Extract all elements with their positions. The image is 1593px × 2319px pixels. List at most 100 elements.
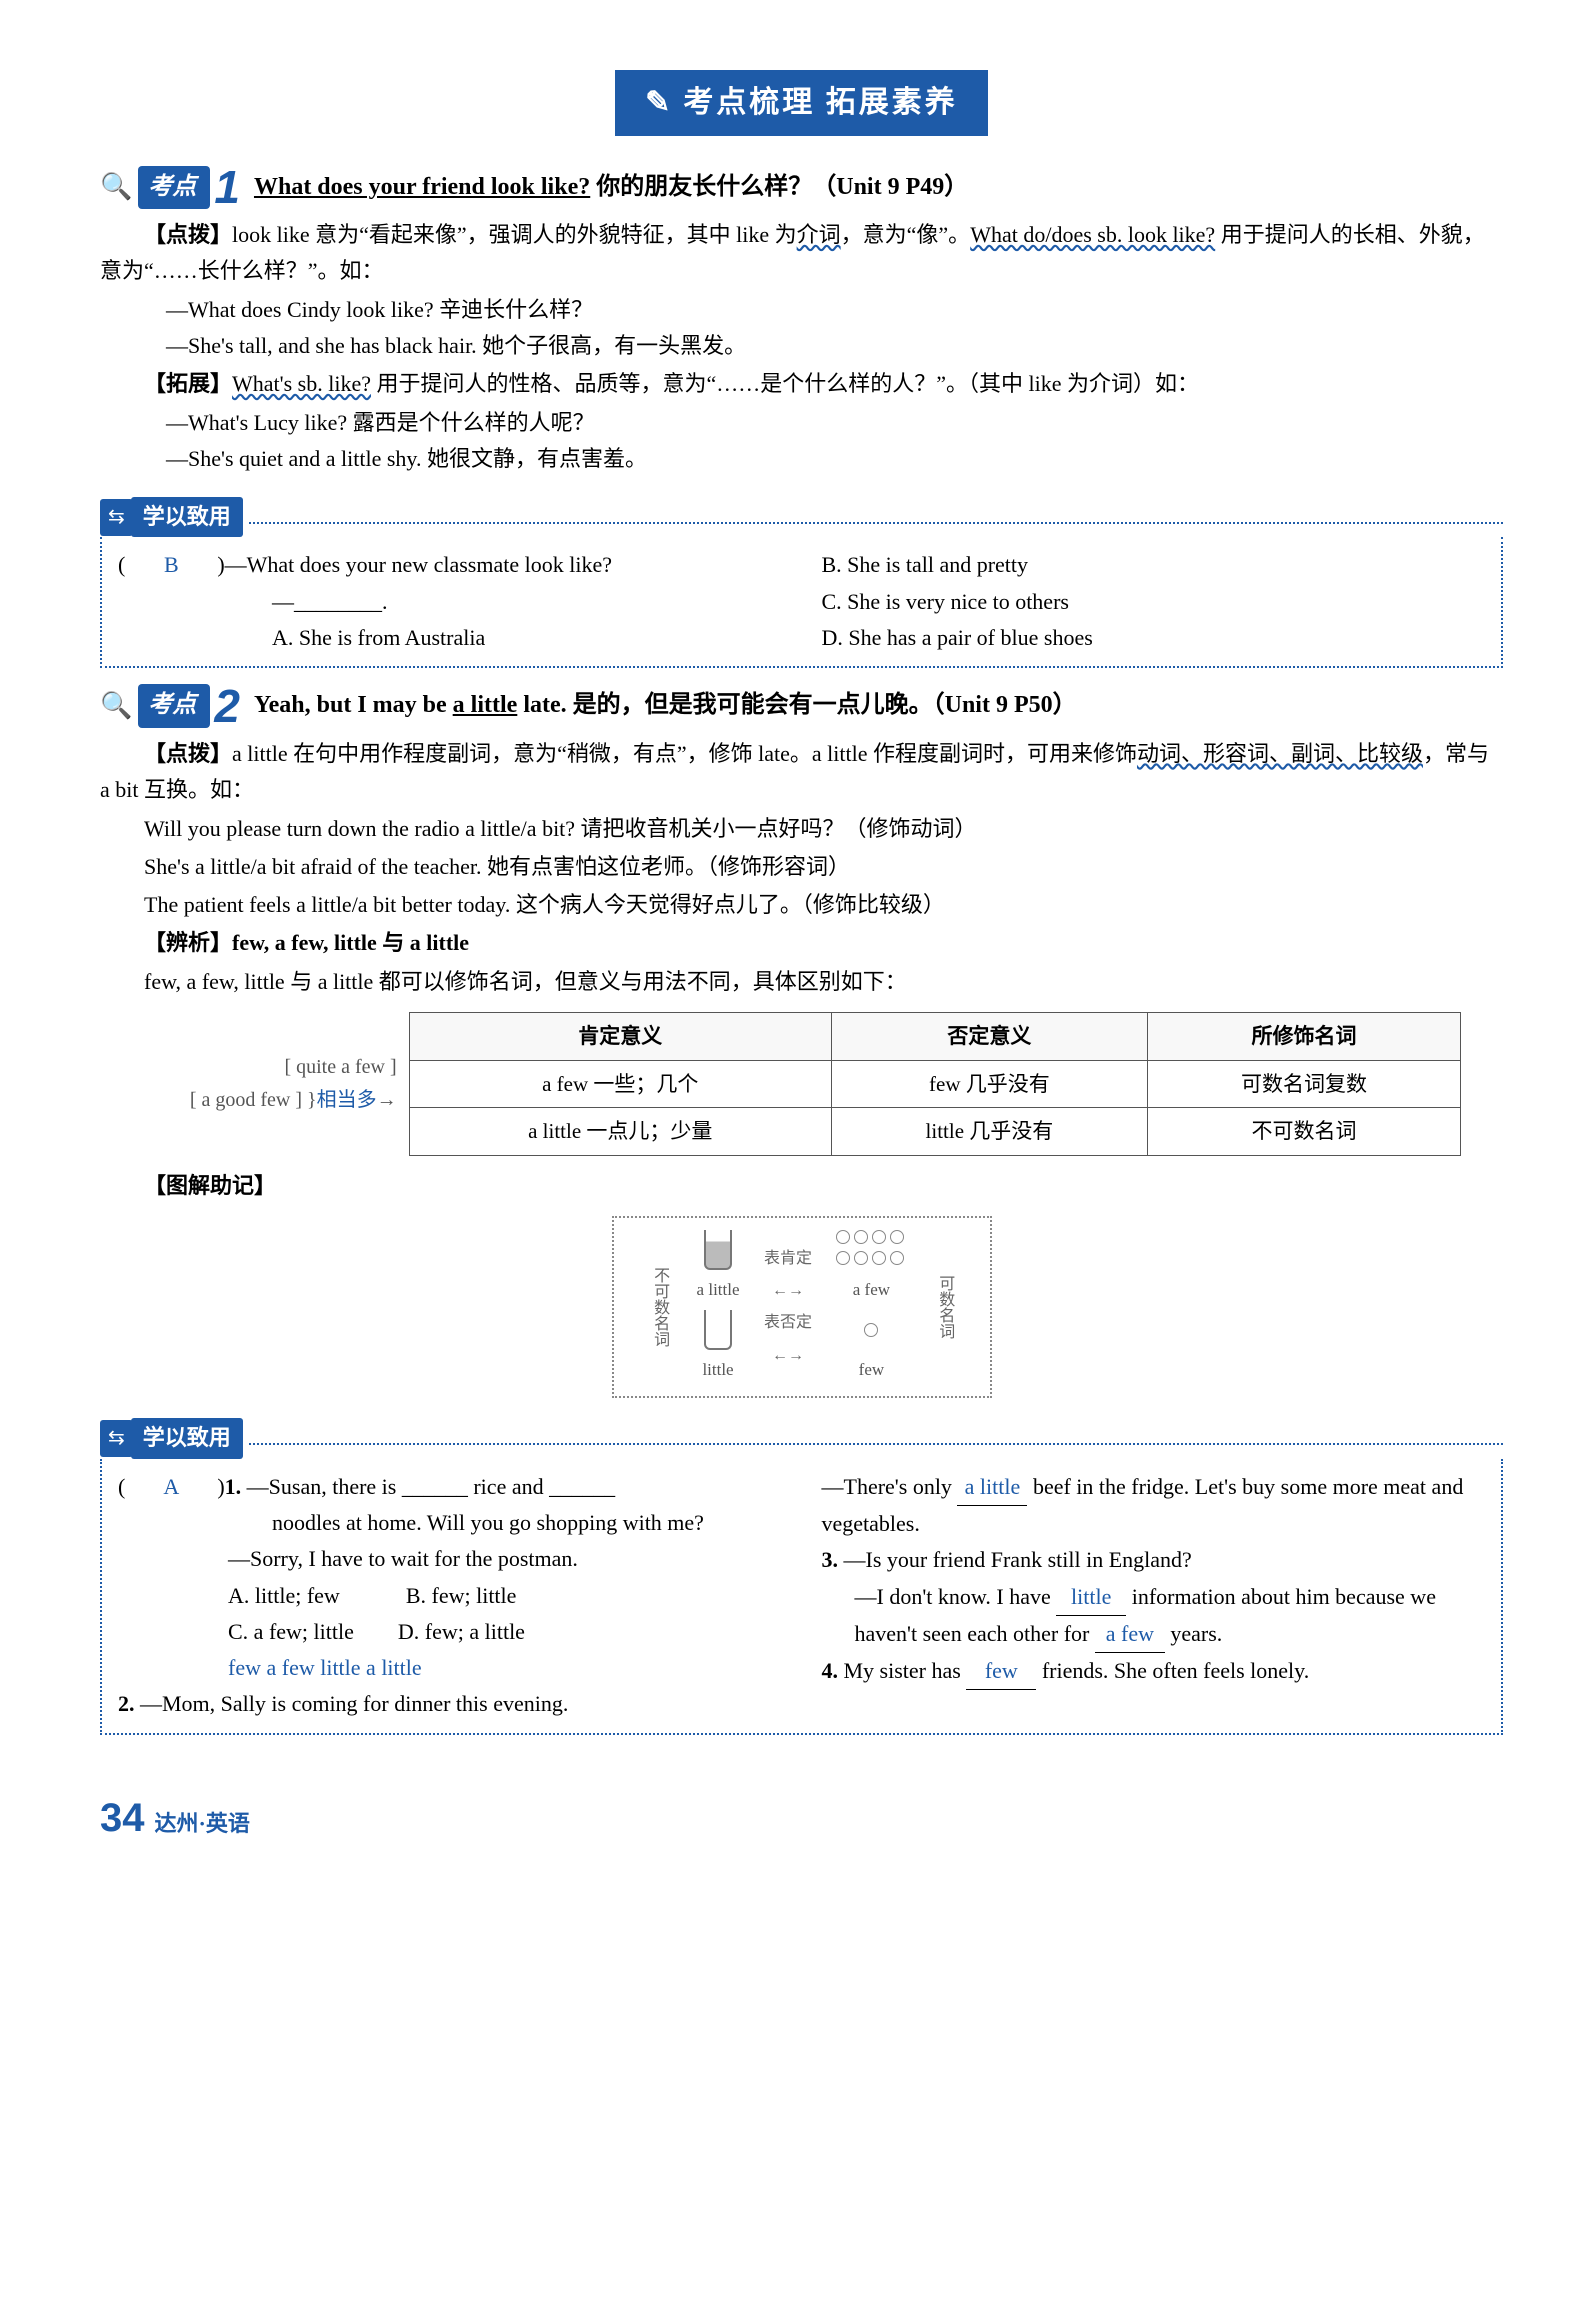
th: 肯定意义 [409, 1013, 831, 1061]
title-en2: late. [517, 692, 566, 718]
wavy-text: 介词 [797, 222, 841, 247]
question-3: 3. —Is your friend Frank still in Englan… [822, 1542, 1486, 1578]
question-4: 4. My sister has few friends. She often … [822, 1653, 1486, 1690]
example: —She's quiet and a little shy. 她很文静，有点害羞… [100, 441, 1503, 477]
dianbo-label: 【点拨】 [144, 741, 232, 766]
swap-icon: ⇆ [100, 1420, 133, 1457]
kaodian-badge: 考点 [138, 166, 210, 210]
q-num: 4. [822, 1658, 839, 1683]
title-cn: 你的朋友长什么样？（Unit 9 P49） [590, 174, 968, 200]
table-side-note: [ quite a few ][ a good few ] }相当多→ [100, 1051, 409, 1117]
diagram: 不可数名词 a little little 表肯定 ←→ 表否定 ←→ a fe… [612, 1216, 992, 1398]
wavy-text: What do/does sb. look like? [970, 222, 1215, 247]
label: a few [853, 1276, 890, 1304]
example: —What does Cindy look like? 辛迪长什么样？ [100, 292, 1503, 328]
glass-empty-icon [704, 1310, 732, 1350]
title-cn: 是的，但是我可能会有一点儿晚。（Unit 9 P50） [567, 692, 1077, 718]
practice-label: 学以致用 [131, 497, 243, 537]
arrow-label: 表否定 [764, 1310, 812, 1336]
kaodian-1: 🔍 考点 1 What does your friend look like? … [100, 166, 1503, 478]
glass-full-icon [704, 1230, 732, 1270]
kaodian-title: Yeah, but I may be a little late. 是的，但是我… [254, 686, 1077, 726]
example: The patient feels a little/a bit better … [100, 887, 1503, 923]
text: years. [1165, 1621, 1222, 1646]
footer-text: 达州·英语 [155, 1806, 250, 1842]
example: —What's Lucy like? 露西是个什么样的人呢？ [100, 405, 1503, 441]
option-a: A. She is from Australia [118, 620, 782, 656]
title-en: What does your friend look like? [254, 174, 590, 200]
apple-single-icon [864, 1323, 878, 1337]
td: a little 一点儿；少量 [409, 1108, 831, 1156]
q-text: —Is your friend Frank still in England? [844, 1547, 1192, 1572]
q-num: 1. [225, 1474, 242, 1499]
bianxi-label: 【辨析】few, a few, little 与 a little [100, 925, 1503, 961]
page-number: 34 [100, 1785, 145, 1851]
dianbo-label: 【点拨】 [144, 222, 232, 247]
vert-label-right: 可数名词 [931, 1275, 957, 1339]
title-underline: a little [453, 692, 518, 718]
arrow-label: 表肯定 [764, 1246, 812, 1272]
td: few 几乎没有 [831, 1060, 1147, 1108]
question: ( B )—What does your new classmate look … [118, 547, 782, 583]
grammar-table: 肯定意义 否定意义 所修饰名词 a few 一些；几个 few 几乎没有 可数名… [409, 1012, 1461, 1156]
practice-header-2: ⇆ 学以致用 [100, 1418, 1503, 1458]
swap-icon: ⇆ [100, 499, 133, 536]
text: ，意为“像”。 [841, 222, 971, 247]
practice-box-1: ( B )—What does your new classmate look … [100, 537, 1503, 668]
text: a little 在句中用作程度副词，意为“稍微，有点”，修饰 late。a l… [232, 741, 1137, 766]
dotted-divider [249, 510, 1503, 524]
answer-blank: a little [957, 1469, 1027, 1506]
option-c: C. She is very nice to others [822, 584, 1486, 620]
kaodian-badge: 考点 [138, 684, 210, 728]
option-b: B. She is tall and pretty [822, 547, 1486, 583]
q2-answer-line: —There's only a little beef in the fridg… [822, 1469, 1486, 1543]
td: a few 一些；几个 [409, 1060, 831, 1108]
answer-blank: little [1056, 1579, 1126, 1616]
text: friends. She often feels lonely. [1036, 1658, 1309, 1683]
question-blank: —________. [118, 584, 782, 620]
tuozhan-label: 【拓展】 [144, 371, 232, 396]
tujie-label: 【图解助记】 [100, 1168, 1503, 1204]
question-2: 2. —Mom, Sally is coming for dinner this… [118, 1686, 782, 1722]
options: C. a few; little D. few; a little [118, 1614, 782, 1650]
kaodian-number: 2 [214, 688, 240, 725]
handwritten: few a few little a little [118, 1650, 782, 1686]
label: few [859, 1356, 884, 1384]
question-1: ( A )1. —Susan, there is ______ rice and… [118, 1469, 782, 1505]
title-en: Yeah, but I may be [254, 692, 453, 718]
vert-label-left: 不可数名词 [646, 1267, 672, 1347]
answer-blank: few [966, 1653, 1036, 1690]
text: look like 意为“看起来像”，强调人的外貌特征，其中 like 为 [232, 222, 797, 247]
wavy-text: What's sb. like? [232, 371, 371, 396]
section-banner: ✎考点梳理 拓展素养 [100, 70, 1503, 136]
practice-label: 学以致用 [131, 1418, 243, 1458]
answer: B [147, 547, 195, 583]
label: a little [697, 1276, 740, 1304]
q-num: 2. [118, 1691, 135, 1716]
practice-header: ⇆ 学以致用 [100, 497, 1503, 537]
answer-blank: a few [1095, 1616, 1165, 1653]
grammar-table-container: [ quite a few ][ a good few ] }相当多→ 肯定意义… [100, 1002, 1503, 1166]
example: —She's tall, and she has black hair. 她个子… [100, 328, 1503, 364]
options: A. little; few B. few; little [118, 1578, 782, 1614]
q-text: —Sorry, I have to wait for the postman. [118, 1541, 782, 1577]
text: —I don't know. I have [855, 1584, 1057, 1609]
paragraph: 【点拨】look like 意为“看起来像”，强调人的外貌特征，其中 like … [100, 217, 1503, 290]
label: little [702, 1356, 733, 1384]
text: My sister has [844, 1658, 967, 1683]
page-footer: 34 达州·英语 [100, 1785, 1503, 1851]
question-text: —What does your new classmate look like? [225, 552, 612, 577]
text: —There's only [822, 1474, 958, 1499]
option-d: D. She has a pair of blue shoes [822, 620, 1486, 656]
kaodian-number: 1 [214, 169, 240, 206]
search-icon: 🔍 [100, 685, 132, 728]
kaodian-title: What does your friend look like? 你的朋友长什么… [254, 168, 968, 208]
th: 否定意义 [831, 1013, 1147, 1061]
answer: A [147, 1469, 195, 1505]
paragraph: 【点拨】a little 在句中用作程度副词，意为“稍微，有点”，修饰 late… [100, 736, 1503, 809]
th: 所修饰名词 [1148, 1013, 1461, 1061]
practice-box-2: ( A )1. —Susan, there is ______ rice and… [100, 1459, 1503, 1735]
kaodian-2: 🔍 考点 2 Yeah, but I may be a little late.… [100, 684, 1503, 1398]
banner-text: 考点梳理 拓展素养 [683, 86, 958, 119]
td: little 几乎没有 [831, 1108, 1147, 1156]
